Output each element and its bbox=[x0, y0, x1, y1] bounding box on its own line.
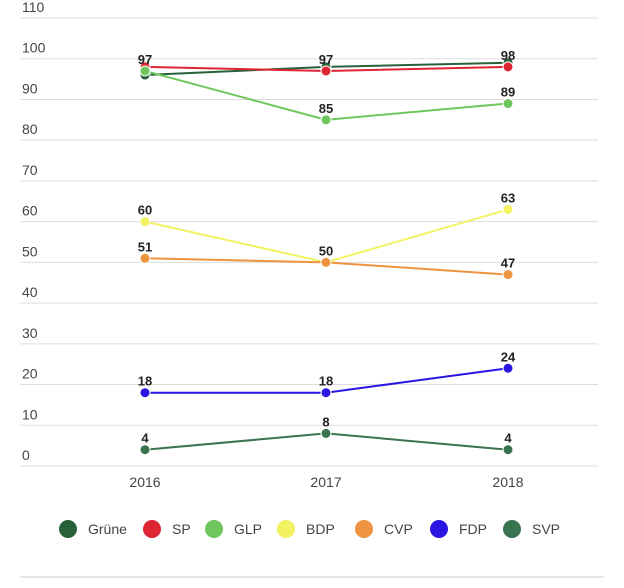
data-label: 85 bbox=[319, 101, 333, 116]
legend-label: GLP bbox=[234, 521, 262, 537]
data-label: 98 bbox=[501, 48, 515, 63]
y-tick-label: 0 bbox=[22, 447, 30, 463]
data-point[interactable] bbox=[502, 98, 514, 110]
legend-swatch bbox=[143, 520, 161, 538]
data-label: 60 bbox=[138, 203, 152, 218]
x-tick-label: 2016 bbox=[129, 474, 160, 490]
y-tick-label: 90 bbox=[22, 80, 38, 96]
series-lines bbox=[139, 57, 514, 456]
data-label: 4 bbox=[504, 431, 512, 446]
legend-swatch bbox=[503, 520, 521, 538]
legend-swatch bbox=[430, 520, 448, 538]
legend-label: SVP bbox=[532, 521, 560, 537]
x-tick-label: 2018 bbox=[492, 474, 523, 490]
data-point[interactable] bbox=[139, 65, 151, 77]
y-tick-label: 50 bbox=[22, 243, 38, 259]
y-tick-label: 70 bbox=[22, 162, 38, 178]
legend-label: CVP bbox=[384, 521, 413, 537]
legend-item[interactable]: GLP bbox=[205, 520, 262, 538]
legend-label: FDP bbox=[459, 521, 487, 537]
data-point[interactable] bbox=[502, 444, 514, 456]
data-label: 18 bbox=[319, 374, 333, 389]
data-point[interactable] bbox=[502, 362, 514, 374]
y-tick-label: 80 bbox=[22, 121, 38, 137]
data-point[interactable] bbox=[502, 269, 514, 281]
legend-swatch bbox=[277, 520, 295, 538]
y-tick-label: 100 bbox=[22, 40, 46, 56]
x-tick-label: 2017 bbox=[310, 474, 341, 490]
data-point[interactable] bbox=[320, 256, 332, 268]
data-label: 8 bbox=[322, 414, 329, 429]
y-tick-label: 40 bbox=[22, 284, 38, 300]
legend-item[interactable]: BDP bbox=[277, 520, 335, 538]
data-point[interactable] bbox=[139, 387, 151, 399]
data-point[interactable] bbox=[139, 216, 151, 228]
y-tick-label: 60 bbox=[22, 203, 38, 219]
legend-swatch bbox=[205, 520, 223, 538]
data-label: 4 bbox=[141, 431, 149, 446]
data-point[interactable] bbox=[139, 444, 151, 456]
data-point[interactable] bbox=[502, 203, 514, 215]
data-label: 24 bbox=[501, 349, 516, 364]
data-point[interactable] bbox=[139, 252, 151, 264]
data-label: 97 bbox=[319, 52, 333, 67]
y-axis: 0 10 20 30 40 50 60 70 80 90 100 110 bbox=[22, 0, 46, 463]
y-tick-label: 10 bbox=[22, 406, 38, 422]
legend-swatch bbox=[355, 520, 373, 538]
data-point[interactable] bbox=[320, 65, 332, 77]
y-tick-label: 110 bbox=[22, 0, 45, 15]
legend-label: Grüne bbox=[88, 521, 127, 537]
data-label: 97 bbox=[138, 52, 152, 67]
legend-label: BDP bbox=[306, 521, 335, 537]
legend-item[interactable]: SP bbox=[143, 520, 191, 538]
data-point[interactable] bbox=[320, 387, 332, 399]
data-label: 51 bbox=[138, 239, 152, 254]
data-label: 47 bbox=[501, 256, 515, 271]
legend-swatch bbox=[59, 520, 77, 538]
legend-item[interactable]: Grüne bbox=[59, 520, 127, 538]
x-axis: 2016 2017 2018 bbox=[129, 474, 523, 490]
data-point[interactable] bbox=[320, 114, 332, 126]
data-labels: 97 98 97 85 89 60 63 51 50 47 18 18 24 4 8 4 bbox=[138, 48, 516, 446]
y-tick-label: 20 bbox=[22, 366, 38, 382]
data-label: 89 bbox=[501, 85, 515, 100]
data-point[interactable] bbox=[320, 427, 332, 439]
data-label: 63 bbox=[501, 190, 515, 205]
y-tick-label: 30 bbox=[22, 325, 38, 341]
data-label: 18 bbox=[138, 374, 152, 389]
legend-item[interactable]: FDP bbox=[430, 520, 487, 538]
data-point[interactable] bbox=[502, 61, 514, 73]
data-label: 50 bbox=[319, 243, 333, 258]
legend-item[interactable]: CVP bbox=[355, 520, 413, 538]
legend-item[interactable]: SVP bbox=[503, 520, 560, 538]
legend-label: SP bbox=[172, 521, 191, 537]
legend: Grüne SP GLP BDP CVP FDP SVP bbox=[59, 520, 560, 538]
